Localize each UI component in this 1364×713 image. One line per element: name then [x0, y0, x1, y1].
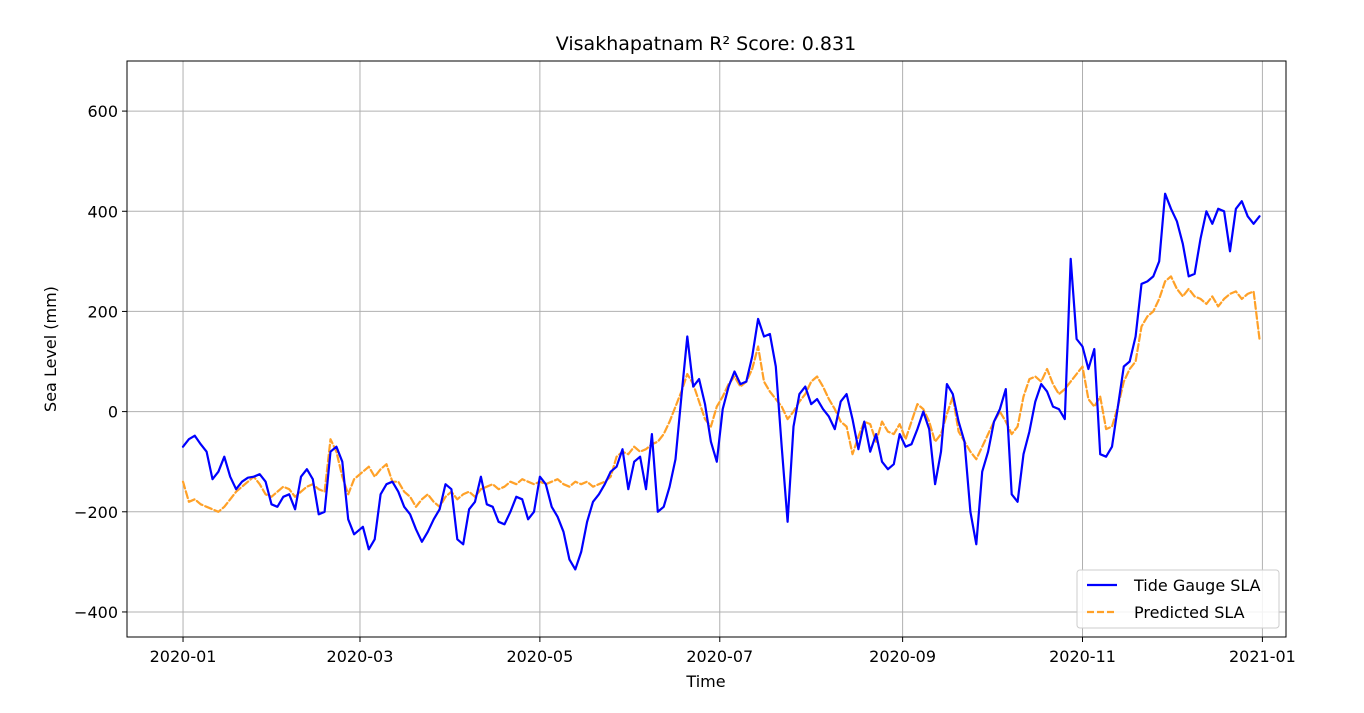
series-predicted-line: [181, 275, 1261, 513]
x-tick-label: 2020-05: [506, 647, 573, 666]
series-layer: [181, 192, 1261, 571]
x-axis-ticks: 2020-01 2020-03 2020-05 2020-07 2020-09 2020-…: [150, 637, 1296, 666]
x-tick-label: 2020-09: [869, 647, 936, 666]
y-tick-label: −400: [74, 603, 118, 622]
y-tick-label: 400: [87, 202, 118, 221]
legend-label-predicted: Predicted SLA: [1134, 603, 1245, 622]
y-tick-label: −200: [74, 503, 118, 522]
chart-title: Visakhapatnam R² Score: 0.831: [556, 33, 856, 55]
x-tick-label: 2020-11: [1049, 647, 1116, 666]
x-tick-label: 2020-03: [327, 647, 394, 666]
series-tide-gauge-line: [181, 192, 1261, 571]
axes-frame: [126, 60, 1287, 638]
legend-label-tide-gauge: Tide Gauge SLA: [1133, 576, 1261, 595]
grid-lines: [127, 61, 1286, 637]
y-axis-label: Sea Level (mm): [41, 286, 60, 412]
y-tick-label: 200: [87, 302, 118, 321]
y-tick-label: 0: [108, 403, 118, 422]
x-tick-label: 2020-01: [150, 647, 217, 666]
y-axis-ticks: −400 −200 0 200 400 600: [74, 102, 127, 622]
x-tick-label: 2021-01: [1229, 647, 1296, 666]
legend-box: [1076, 569, 1280, 629]
y-tick-label: 600: [87, 102, 118, 121]
x-tick-label: 2020-07: [686, 647, 753, 666]
x-axis-label: Time: [685, 672, 725, 691]
legend: Tide Gauge SLA Predicted SLA: [1076, 569, 1280, 629]
